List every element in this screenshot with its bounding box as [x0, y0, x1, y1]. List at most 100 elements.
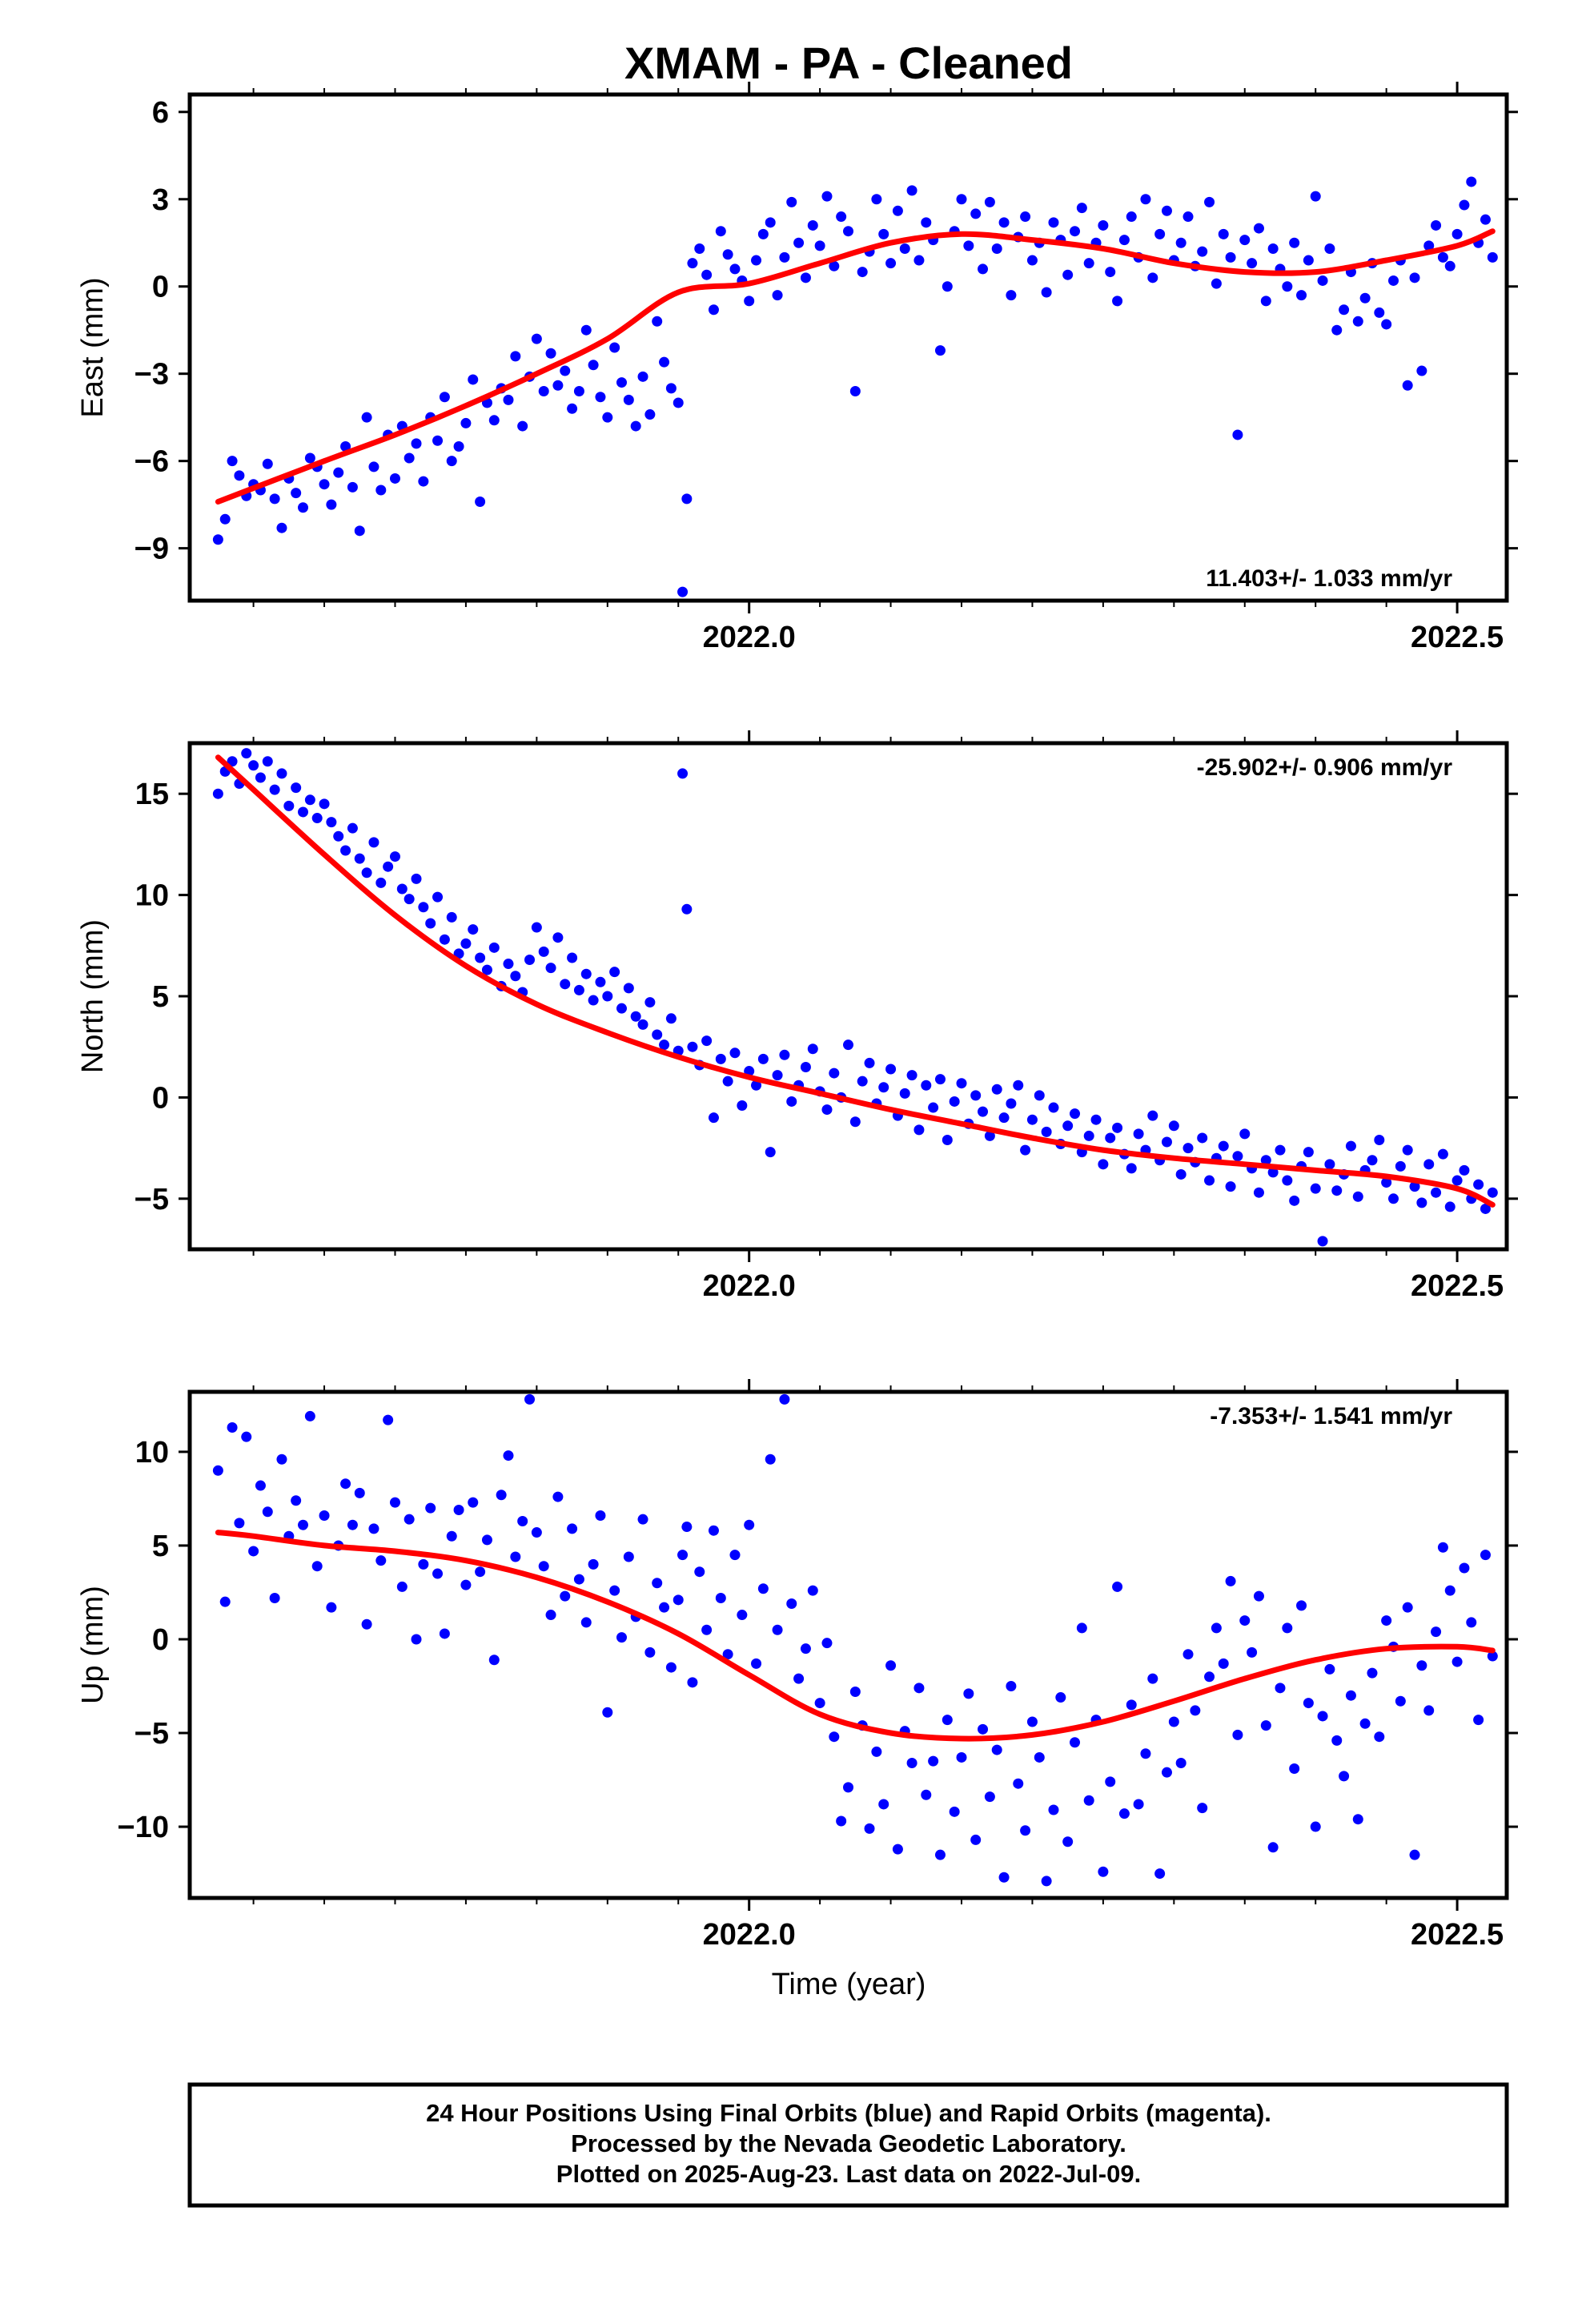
east-data-point — [644, 409, 656, 420]
north-data-point — [1112, 1122, 1123, 1133]
up-data-point — [673, 1594, 684, 1606]
up-panel: 2022.0 2022.5 10 5 0 −5 −10 Up (mm) -7.353+/- 1.… — [76, 1379, 1518, 1952]
north-data-point — [1260, 1155, 1271, 1166]
north-data-point — [1062, 1120, 1074, 1132]
up-data-point — [1267, 1842, 1279, 1853]
east-data-point — [212, 534, 223, 545]
up-data-point — [432, 1568, 444, 1579]
up-data-point — [998, 1872, 1010, 1883]
north-data-point — [1387, 1193, 1399, 1204]
up-data-point — [1452, 1656, 1463, 1667]
up-data-point — [262, 1506, 273, 1518]
up-data-point — [219, 1596, 231, 1607]
up-data-point — [984, 1791, 995, 1803]
north-y-tick-label: 15 — [135, 778, 169, 811]
up-data-point — [1197, 1803, 1208, 1814]
east-data-point — [227, 456, 238, 467]
north-data-point — [715, 1053, 726, 1064]
footer-line-dates: Plotted on 2025-Aug-23. Last data on 202… — [556, 2160, 1141, 2188]
east-data-point — [899, 243, 910, 255]
north-data-point — [389, 851, 400, 862]
up-data-point — [1289, 1763, 1300, 1774]
up-data-point — [616, 1632, 627, 1643]
east-data-point — [304, 452, 315, 464]
east-data-point — [843, 226, 853, 237]
north-data-point — [864, 1057, 875, 1068]
north-data-point — [1345, 1140, 1356, 1152]
up-data-point — [864, 1823, 875, 1834]
up-data-point — [383, 1414, 394, 1425]
up-data-point — [326, 1602, 337, 1613]
east-data-point — [885, 258, 897, 269]
north-data-point — [1253, 1187, 1264, 1198]
up-data-point — [1352, 1814, 1363, 1825]
north-data-point — [326, 817, 337, 828]
up-data-point — [687, 1677, 698, 1688]
up-data-point — [1026, 1716, 1038, 1727]
north-data-point — [991, 1084, 1002, 1095]
up-data-point — [829, 1731, 840, 1743]
north-data-point — [411, 873, 422, 884]
east-data-point — [1175, 237, 1186, 248]
north-data-point — [552, 932, 564, 943]
east-y-tick-label: 6 — [152, 96, 169, 130]
east-data-point — [701, 269, 713, 280]
up-frame — [187, 1389, 1509, 1900]
north-data-point — [468, 924, 479, 935]
up-data-point — [652, 1578, 663, 1589]
up-data-point — [906, 1757, 917, 1768]
east-data-point — [1026, 255, 1038, 266]
up-data-point — [1317, 1711, 1328, 1722]
north-data-point — [262, 756, 273, 767]
up-data-point — [757, 1583, 769, 1594]
north-data-point — [311, 813, 323, 824]
north-data-point — [1459, 1164, 1470, 1176]
east-data-point — [1310, 191, 1321, 202]
up-data-point — [418, 1558, 429, 1570]
north-data-point — [1395, 1160, 1406, 1172]
up-data-point — [928, 1755, 939, 1767]
east-data-point — [857, 267, 868, 278]
up-data-point — [1020, 1825, 1031, 1836]
up-data-point — [460, 1579, 472, 1590]
up-data-point — [744, 1519, 755, 1530]
up-data-point — [921, 1789, 932, 1800]
up-data-point — [1253, 1590, 1264, 1602]
up-data-point — [347, 1519, 358, 1530]
north-data-point — [425, 918, 436, 929]
north-data-point — [779, 1049, 790, 1060]
east-data-point — [652, 316, 663, 327]
east-data-point — [892, 205, 903, 216]
east-data-point — [347, 481, 358, 493]
up-data-point — [368, 1523, 379, 1534]
east-data-point — [340, 440, 351, 452]
up-data-point — [212, 1465, 223, 1476]
up-data-point — [481, 1534, 492, 1546]
east-data-point — [1317, 275, 1328, 286]
up-data-point — [1395, 1695, 1406, 1707]
east-data-point — [772, 290, 783, 301]
east-data-point — [1339, 304, 1350, 316]
north-data-point — [1098, 1159, 1109, 1170]
up-data-point — [681, 1522, 693, 1533]
up-data-point — [1416, 1660, 1427, 1671]
east-data-point — [681, 493, 693, 505]
up-data-point — [623, 1551, 634, 1562]
north-data-point — [857, 1076, 868, 1087]
up-data-point — [1182, 1649, 1194, 1660]
north-data-point — [928, 1102, 939, 1113]
east-data-point — [637, 371, 648, 382]
north-data-point — [269, 784, 280, 795]
east-data-point — [665, 383, 677, 394]
east-data-point — [291, 488, 302, 499]
north-data-point — [1006, 1098, 1017, 1109]
east-data-point — [475, 497, 486, 508]
up-data-point — [354, 1487, 365, 1498]
north-data-point — [984, 1130, 995, 1141]
east-data-point — [234, 470, 245, 481]
east-data-point — [1437, 251, 1448, 263]
up-data-point — [722, 1649, 733, 1660]
north-data-point — [396, 883, 408, 895]
east-data-point — [708, 304, 719, 316]
up-data-point — [580, 1617, 592, 1628]
